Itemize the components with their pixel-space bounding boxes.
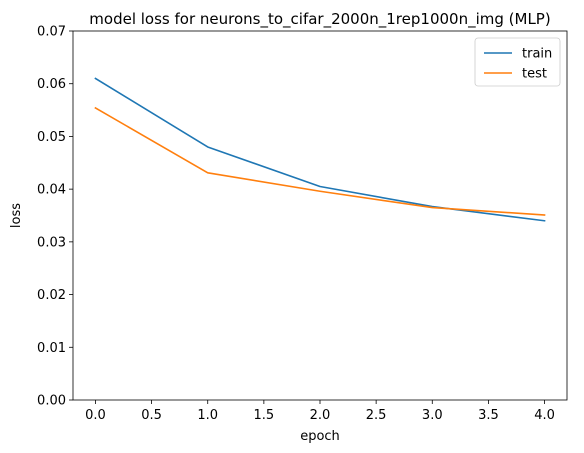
legend-label-train: train xyxy=(522,47,552,62)
x-axis: 0.0 0.5 1.0 1.5 2.0 2.5 3.0 3.5 4.0 xyxy=(85,400,555,423)
y-axis-label: loss xyxy=(9,203,24,228)
x-tick-label: 3.0 xyxy=(422,408,443,423)
y-tick-label: 0.03 xyxy=(37,235,66,250)
y-tick-label: 0.00 xyxy=(37,394,66,409)
y-tick-label: 0.02 xyxy=(37,288,66,303)
chart-title: model loss for neurons_to_cifar_2000n_1r… xyxy=(89,10,550,29)
legend-label-test: test xyxy=(522,67,547,82)
x-tick-label: 1.0 xyxy=(197,408,218,423)
x-tick-label: 4.0 xyxy=(534,408,555,423)
x-tick-label: 1.5 xyxy=(254,408,275,423)
x-tick-label: 3.5 xyxy=(478,408,499,423)
legend: train test xyxy=(474,37,561,87)
y-tick-label: 0.06 xyxy=(37,77,66,92)
series-line-train xyxy=(94,77,546,222)
y-tick-label: 0.07 xyxy=(37,25,66,40)
x-tick-label: 0.0 xyxy=(85,408,106,423)
y-tick-label: 0.05 xyxy=(37,130,66,145)
x-tick-label: 2.0 xyxy=(310,408,331,423)
x-tick-label: 0.5 xyxy=(141,408,162,423)
y-tick-label: 0.04 xyxy=(37,183,66,198)
x-axis-label: epoch xyxy=(300,429,340,444)
legend-box xyxy=(474,37,561,87)
plot-area xyxy=(94,77,546,222)
series-line-test xyxy=(94,106,546,216)
y-tick-label: 0.01 xyxy=(37,341,66,356)
y-axis: 0.00 0.01 0.02 0.03 0.04 0.05 0.06 0.07 xyxy=(37,25,73,409)
x-tick-label: 2.5 xyxy=(366,408,387,423)
